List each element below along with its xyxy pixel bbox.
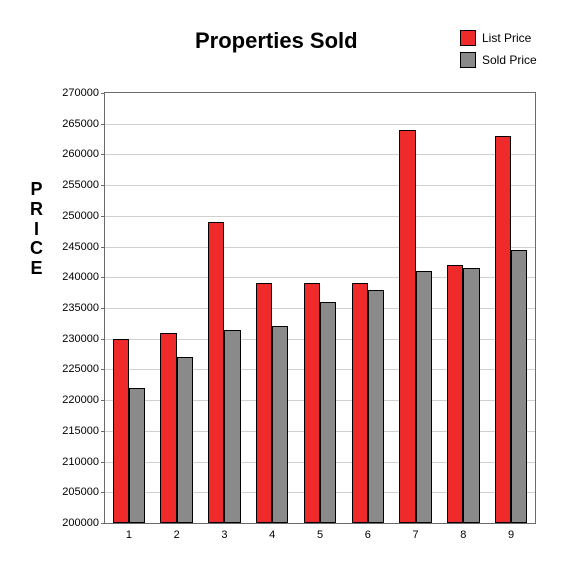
bar (129, 388, 145, 523)
chart-title: Properties Sold (195, 28, 358, 54)
legend-swatch-list-price (460, 30, 476, 46)
gridline (105, 247, 535, 248)
y-tick-label: 235000 (62, 302, 99, 314)
legend: List Price Sold Price (460, 30, 537, 74)
bar (224, 330, 240, 524)
x-tick-label: 7 (412, 529, 418, 541)
x-tick-label: 6 (365, 529, 371, 541)
y-tick-label: 255000 (62, 179, 99, 191)
legend-item-sold-price: Sold Price (460, 52, 537, 68)
y-tick-label: 250000 (62, 210, 99, 222)
gridline (105, 185, 535, 186)
plot-area: 2000002050002100002150002200002250002300… (104, 92, 536, 524)
legend-swatch-sold-price (460, 52, 476, 68)
bar (160, 333, 176, 523)
bar (256, 283, 272, 523)
x-tick-label: 4 (269, 529, 275, 541)
bar (352, 283, 368, 523)
gridline (105, 216, 535, 217)
x-tick-label: 1 (126, 529, 132, 541)
bar (208, 222, 224, 523)
legend-item-list-price: List Price (460, 30, 537, 46)
y-tick-label: 210000 (62, 456, 99, 468)
y-tick-label: 200000 (62, 517, 99, 529)
bar (272, 326, 288, 523)
bar (463, 268, 479, 523)
y-tick-label: 270000 (62, 87, 99, 99)
bar (320, 302, 336, 523)
y-tick-label: 220000 (62, 394, 99, 406)
x-tick-label: 2 (174, 529, 180, 541)
y-axis-label: PRICE (30, 180, 43, 279)
bar (495, 136, 511, 523)
bar (304, 283, 320, 523)
gridline (105, 154, 535, 155)
bar (399, 130, 415, 523)
bar (368, 290, 384, 523)
y-tick-label: 260000 (62, 148, 99, 160)
y-tick-label: 230000 (62, 333, 99, 345)
y-tick-label: 225000 (62, 363, 99, 375)
y-tick-label: 205000 (62, 486, 99, 498)
bar (511, 250, 527, 523)
x-tick-label: 9 (508, 529, 514, 541)
x-tick-label: 5 (317, 529, 323, 541)
legend-label-sold-price: Sold Price (482, 53, 537, 67)
bar (113, 339, 129, 523)
y-tick-label: 240000 (62, 271, 99, 283)
bar (416, 271, 432, 523)
bar (177, 357, 193, 523)
y-tick-label: 265000 (62, 118, 99, 130)
x-tick-label: 8 (460, 529, 466, 541)
y-tick-label: 245000 (62, 241, 99, 253)
y-tick-label: 215000 (62, 425, 99, 437)
bar (447, 265, 463, 523)
legend-label-list-price: List Price (482, 31, 531, 45)
gridline (105, 124, 535, 125)
x-tick-label: 3 (221, 529, 227, 541)
